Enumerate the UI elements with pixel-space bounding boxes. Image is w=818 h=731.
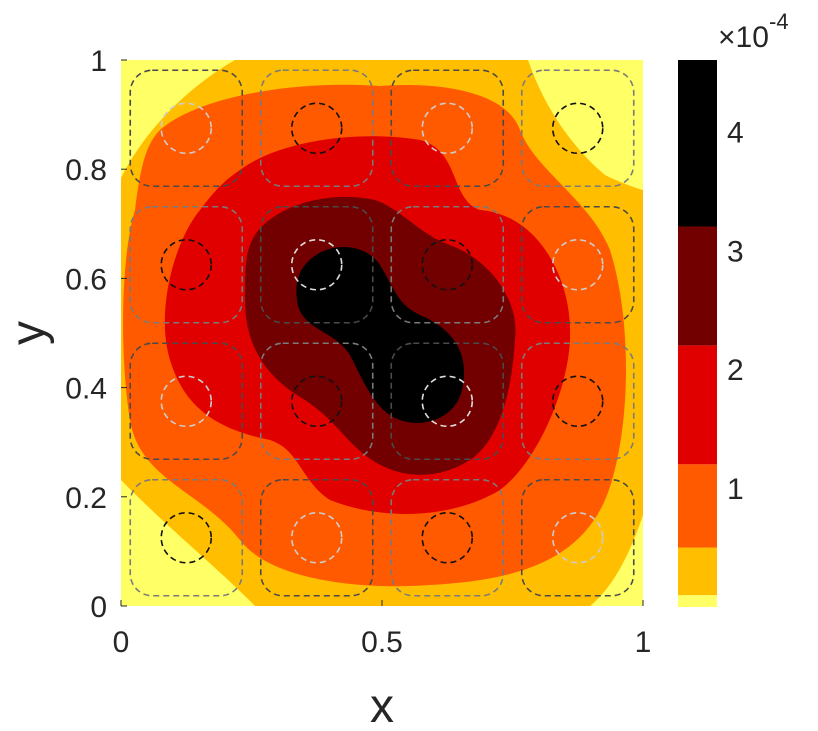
overlay-square [520, 342, 635, 461]
overlay-square [129, 205, 244, 324]
colorbar-tick-label: 3 [727, 235, 744, 268]
overlay-circle [421, 238, 474, 291]
overlay-circle [290, 238, 343, 291]
y-axis-ticks: 0 0.2 0.4 0.6 0.8 1 [65, 45, 127, 624]
x-tick-label: 0 [113, 626, 130, 659]
overlay-square [520, 69, 635, 188]
overlay-circle [160, 375, 213, 428]
overlay-circle [421, 102, 474, 155]
y-tick-label: 0.4 [65, 373, 107, 406]
overlay-square [390, 478, 505, 597]
colorbar-segment [678, 226, 717, 346]
overlay-circle [551, 511, 604, 564]
y-tick-label: 0.2 [65, 482, 107, 515]
overlay-square [259, 205, 374, 324]
overlay-square [129, 342, 244, 461]
colorbar [678, 60, 717, 607]
overlay-circle [160, 102, 213, 155]
overlay-circle [160, 238, 213, 291]
overlay-circles [160, 102, 604, 564]
overlay-circle [290, 375, 343, 428]
overlay-circle [551, 102, 604, 155]
y-axis-label: y [2, 321, 55, 345]
overlay-circle [290, 102, 343, 155]
overlay-square [390, 342, 505, 461]
overlay-square [129, 478, 244, 597]
x-axis-label: x [370, 680, 394, 731]
overlay-square [390, 69, 505, 188]
overlay-circle [421, 375, 474, 428]
colorbar-exponent: ×10 -4 [718, 9, 789, 54]
colorbar-exponent-power: -4 [769, 9, 789, 34]
colorbar-segment [678, 595, 717, 607]
overlay-circle [551, 238, 604, 291]
overlay-square [259, 69, 374, 188]
overlay-circle [160, 511, 213, 564]
overlay-circle [551, 375, 604, 428]
overlay-square [259, 342, 374, 461]
y-tick-label: 0.8 [65, 154, 107, 187]
overlay-square [129, 69, 244, 188]
y-tick-label: 0 [90, 591, 107, 624]
colorbar-tick-label: 4 [727, 116, 744, 149]
y-tick-label: 1 [90, 45, 107, 78]
overlay-circle [421, 511, 474, 564]
overlay-square [520, 205, 635, 324]
x-tick-label: 0.5 [361, 626, 403, 659]
colorbar-segment [678, 464, 717, 548]
colorbar-tick-label: 1 [727, 473, 744, 506]
level-5-fill [296, 246, 465, 423]
colorbar-ticks: 1 2 3 4 [727, 116, 744, 506]
colorbar-segment [678, 60, 717, 227]
x-axis-ticks: 0 0.5 1 [113, 600, 652, 659]
y-tick-label: 0.6 [65, 263, 107, 296]
plot-area [121, 60, 643, 606]
overlay-square [520, 478, 635, 597]
overlay-circle [290, 511, 343, 564]
overlay-squares [129, 69, 635, 597]
overlay-square [390, 205, 505, 324]
overlay-square [259, 478, 374, 597]
x-tick-label: 1 [635, 626, 652, 659]
colorbar-exponent-base: ×10 [718, 21, 769, 54]
colorbar-tick-label: 2 [727, 354, 744, 387]
colorbar-segment [678, 345, 717, 465]
colorbar-segment [678, 547, 717, 596]
